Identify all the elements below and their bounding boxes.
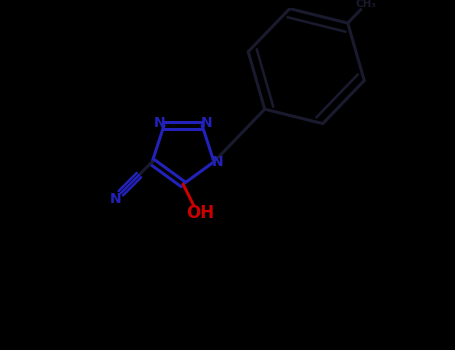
Text: N: N — [212, 155, 223, 169]
Text: N: N — [201, 116, 212, 130]
Text: N: N — [110, 191, 121, 205]
Text: OH: OH — [186, 204, 214, 222]
Text: CH₃: CH₃ — [355, 0, 376, 9]
Text: N: N — [154, 116, 166, 130]
